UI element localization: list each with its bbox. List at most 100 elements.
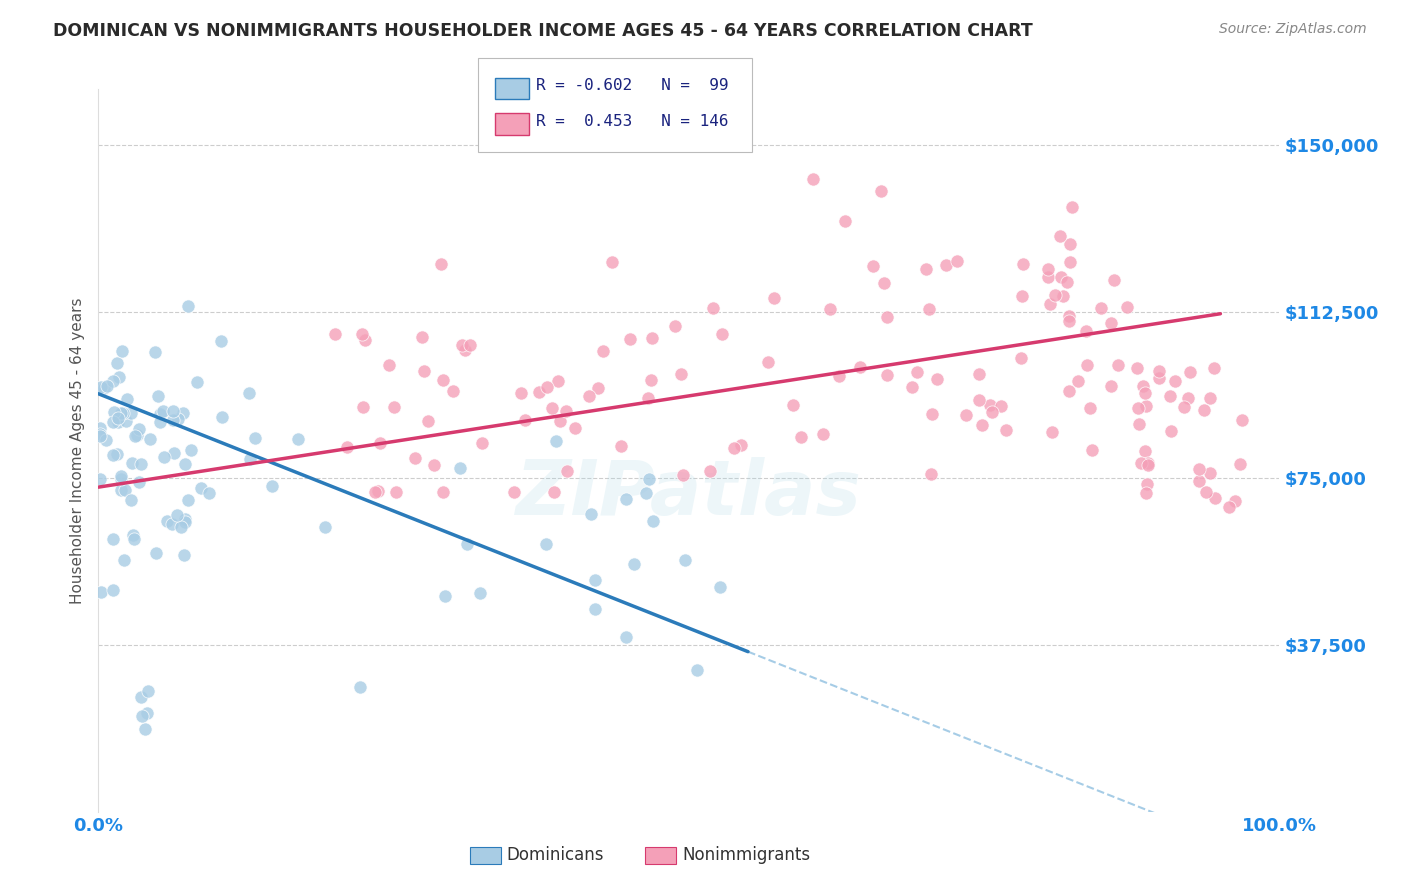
- Point: [1178, 365, 1201, 379]
- Point: [441, 384, 464, 398]
- Point: [637, 391, 659, 405]
- Point: [238, 385, 260, 400]
- Point: [364, 484, 387, 499]
- Point: [209, 334, 232, 348]
- Point: [536, 379, 558, 393]
- Point: [149, 415, 172, 429]
- Point: [451, 338, 474, 352]
- Point: [638, 472, 661, 486]
- Point: [1081, 443, 1104, 458]
- Point: [673, 553, 696, 567]
- Point: [89, 426, 111, 441]
- Point: [513, 413, 536, 427]
- Point: [1135, 399, 1157, 413]
- Point: [1204, 491, 1226, 505]
- Point: [423, 458, 446, 472]
- Point: [111, 406, 134, 420]
- Point: [1126, 361, 1149, 376]
- Point: [555, 404, 578, 418]
- Point: [758, 354, 780, 368]
- Point: [108, 370, 131, 384]
- Text: Nonimmigrants: Nonimmigrants: [682, 847, 810, 864]
- Point: [1062, 201, 1084, 215]
- Point: [640, 331, 662, 345]
- Point: [541, 401, 564, 415]
- Point: [1173, 401, 1195, 415]
- Point: [129, 457, 152, 471]
- Text: Source: ZipAtlas.com: Source: ZipAtlas.com: [1219, 22, 1367, 37]
- Point: [1135, 485, 1157, 500]
- Point: [790, 430, 813, 444]
- Point: [382, 401, 405, 415]
- Point: [1128, 417, 1150, 431]
- Point: [103, 415, 125, 429]
- Point: [162, 413, 184, 427]
- Point: [173, 515, 195, 529]
- Point: [527, 384, 550, 399]
- Point: [1132, 379, 1154, 393]
- Point: [1011, 257, 1033, 271]
- Point: [1057, 384, 1080, 399]
- Point: [1090, 301, 1112, 315]
- Point: [671, 368, 693, 382]
- Point: [112, 552, 135, 566]
- Point: [385, 484, 408, 499]
- Point: [935, 258, 957, 272]
- Point: [89, 429, 111, 443]
- Point: [510, 386, 533, 401]
- Point: [167, 412, 190, 426]
- Point: [336, 441, 359, 455]
- Point: [1164, 375, 1187, 389]
- Point: [990, 399, 1012, 413]
- Point: [862, 259, 884, 273]
- Point: [1038, 262, 1060, 277]
- Point: [411, 330, 433, 344]
- Point: [101, 374, 124, 388]
- Point: [404, 451, 426, 466]
- Point: [115, 392, 138, 407]
- Point: [702, 301, 724, 316]
- Point: [90, 585, 112, 599]
- Point: [107, 416, 129, 430]
- Point: [172, 406, 194, 420]
- Point: [1218, 500, 1240, 514]
- Point: [818, 302, 841, 317]
- Y-axis label: Householder Income Ages 45 - 64 years: Householder Income Ages 45 - 64 years: [70, 297, 86, 604]
- Point: [245, 431, 267, 445]
- Point: [131, 709, 153, 723]
- Point: [105, 446, 128, 460]
- Point: [970, 417, 993, 432]
- Point: [1126, 401, 1149, 416]
- Point: [314, 519, 336, 533]
- Point: [544, 434, 567, 449]
- Point: [723, 441, 745, 455]
- Point: [115, 414, 138, 428]
- Point: [876, 368, 898, 382]
- Point: [136, 684, 159, 698]
- Point: [169, 519, 191, 533]
- Point: [1011, 289, 1033, 303]
- Point: [581, 508, 603, 522]
- Point: [1223, 494, 1246, 508]
- Point: [1036, 269, 1059, 284]
- Point: [458, 337, 481, 351]
- Point: [198, 486, 221, 500]
- Point: [547, 374, 569, 388]
- Point: [190, 481, 212, 495]
- Point: [849, 360, 872, 375]
- Text: DOMINICAN VS NONIMMIGRANTS HOUSEHOLDER INCOME AGES 45 - 64 YEARS CORRELATION CHA: DOMINICAN VS NONIMMIGRANTS HOUSEHOLDER I…: [53, 22, 1033, 40]
- Point: [350, 327, 373, 342]
- Point: [876, 310, 898, 324]
- Point: [918, 302, 941, 317]
- Point: [1107, 359, 1129, 373]
- Point: [262, 479, 284, 493]
- Point: [945, 253, 967, 268]
- Point: [592, 344, 614, 359]
- Point: [1076, 359, 1098, 373]
- Point: [176, 299, 198, 313]
- Point: [995, 423, 1018, 437]
- Point: [1010, 351, 1032, 366]
- Point: [1202, 361, 1225, 376]
- Point: [920, 467, 942, 481]
- Point: [128, 475, 150, 489]
